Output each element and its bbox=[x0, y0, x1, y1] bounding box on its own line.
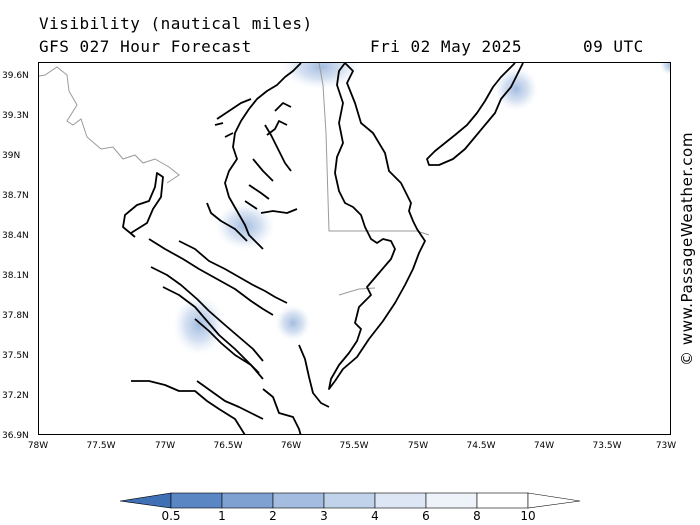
lat-label: 39.3N bbox=[2, 111, 29, 121]
fog-patch bbox=[275, 305, 311, 341]
lon-label: 78W bbox=[27, 441, 49, 451]
lon-label: 73.5W bbox=[592, 441, 622, 451]
legend-label: 8 bbox=[473, 509, 481, 523]
lat-label: 37.5N bbox=[2, 351, 29, 361]
lat-label: 39N bbox=[2, 151, 21, 161]
credit-text: © www.PassageWeather.com bbox=[677, 131, 696, 366]
lat-label: 37.8N bbox=[2, 311, 29, 321]
legend-swatch bbox=[272, 492, 325, 509]
copyright-credit: © www.PassageWeather.com bbox=[673, 62, 700, 435]
legend-swatch bbox=[170, 492, 223, 509]
legend-label: 6 bbox=[422, 509, 430, 523]
coastlines bbox=[122, 63, 524, 434]
lon-label: 74.5W bbox=[466, 441, 496, 451]
legend-label: 4 bbox=[371, 509, 379, 523]
lon-label: 76W bbox=[280, 441, 302, 451]
map-frame bbox=[38, 62, 671, 435]
legend-swatch bbox=[323, 492, 376, 509]
legend-label: 3 bbox=[320, 509, 328, 523]
forecast-date: Fri 02 May 2025 bbox=[370, 37, 522, 56]
legend-label: 1 bbox=[218, 509, 226, 523]
legend-swatch bbox=[476, 492, 529, 509]
lat-label: 36.9N bbox=[2, 431, 29, 441]
lon-label: 74W bbox=[533, 441, 555, 451]
lat-label: 38.7N bbox=[2, 191, 29, 201]
fog-patch bbox=[173, 295, 225, 355]
map-title: Visibility (nautical miles) bbox=[39, 14, 313, 33]
lon-label: 75.5W bbox=[339, 441, 369, 451]
forecast-time: 09 UTC bbox=[583, 37, 644, 56]
legend-label: 2 bbox=[269, 509, 277, 523]
legend-swatch bbox=[374, 492, 427, 509]
lon-label: 76.5W bbox=[213, 441, 243, 451]
state-borders bbox=[39, 63, 430, 296]
lat-label: 38.4N bbox=[2, 231, 29, 241]
lon-label: 73W bbox=[655, 441, 677, 451]
legend-swatch bbox=[119, 492, 172, 509]
lat-label: 37.2N bbox=[2, 391, 29, 401]
lon-label: 77W bbox=[154, 441, 176, 451]
lat-label: 39.6N bbox=[2, 71, 29, 81]
legend-swatch bbox=[221, 492, 274, 509]
lon-label: 75W bbox=[407, 441, 429, 451]
fog-patch bbox=[494, 67, 538, 111]
fog-patch bbox=[660, 63, 670, 75]
legend-label: 10 bbox=[520, 509, 536, 523]
lat-label: 38.1N bbox=[2, 271, 29, 281]
forecast-subtitle: GFS 027 Hour Forecast bbox=[39, 37, 252, 56]
lon-label: 77.5W bbox=[86, 441, 116, 451]
legend-swatch bbox=[425, 492, 478, 509]
legend-swatch bbox=[527, 492, 581, 509]
map-canvas bbox=[39, 63, 670, 434]
legend-label: 0.5 bbox=[161, 509, 181, 523]
